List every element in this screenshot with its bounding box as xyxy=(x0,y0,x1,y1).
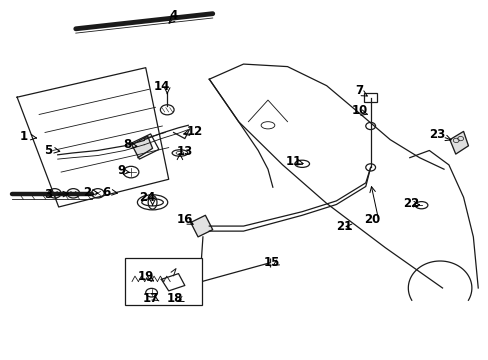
Text: 3: 3 xyxy=(44,188,52,201)
Text: 24: 24 xyxy=(139,191,156,204)
Text: 10: 10 xyxy=(350,104,367,117)
Text: 19: 19 xyxy=(137,270,154,283)
Text: 14: 14 xyxy=(154,80,170,93)
Text: 15: 15 xyxy=(263,256,279,269)
Text: 12: 12 xyxy=(186,125,203,138)
Text: 8: 8 xyxy=(123,138,131,150)
Text: 20: 20 xyxy=(364,213,380,226)
Polygon shape xyxy=(190,215,212,237)
Text: 17: 17 xyxy=(142,292,159,305)
Text: 21: 21 xyxy=(336,220,352,233)
Polygon shape xyxy=(132,136,152,158)
Bar xyxy=(124,258,202,305)
Polygon shape xyxy=(449,131,468,154)
Text: 18: 18 xyxy=(166,292,183,305)
Text: 6: 6 xyxy=(102,186,110,199)
Text: 11: 11 xyxy=(285,155,301,168)
Text: 9: 9 xyxy=(117,164,125,177)
Text: 7: 7 xyxy=(355,84,363,96)
Bar xyxy=(364,93,376,102)
Text: 5: 5 xyxy=(44,144,52,157)
Text: 16: 16 xyxy=(176,213,193,226)
Text: 23: 23 xyxy=(428,129,445,141)
Text: 4: 4 xyxy=(169,9,177,22)
Text: 22: 22 xyxy=(402,197,418,210)
Text: 13: 13 xyxy=(176,145,193,158)
Text: 2: 2 xyxy=(83,186,91,199)
Text: 1: 1 xyxy=(20,130,27,143)
